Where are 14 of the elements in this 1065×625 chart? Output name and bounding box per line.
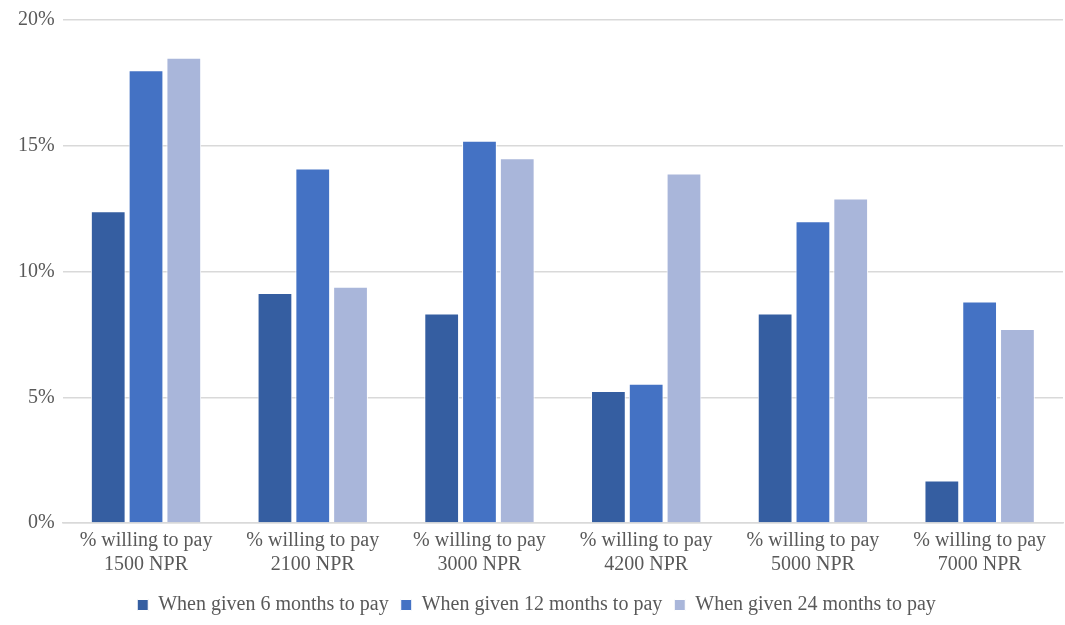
y-tick-label: 5% [27, 384, 55, 407]
x-tick-label: % willing to pay 2100 NPR [246, 528, 380, 575]
legend-label: When given 6 months to pay [158, 592, 389, 616]
legend-label: When given 24 months to pay [695, 592, 936, 616]
y-tick-label: 0% [27, 510, 55, 533]
x-tick-label: % willing to pay 4200 NPR [579, 528, 713, 575]
x-tick-label: % willing to pay 7000 NPR [913, 528, 1047, 575]
y-tick-label: 20% [17, 7, 55, 30]
y-tick-label: 10% [17, 258, 55, 281]
x-tick-label: % willing to pay 5000 NPR [746, 528, 880, 575]
y-tick-label: 15% [17, 133, 55, 155]
legend-label: When given 12 months to pay [421, 592, 663, 616]
x-tick-label: % willing to pay 1500 NPR [79, 528, 213, 575]
x-tick-label: % willing to pay 3000 NPR [413, 528, 546, 575]
